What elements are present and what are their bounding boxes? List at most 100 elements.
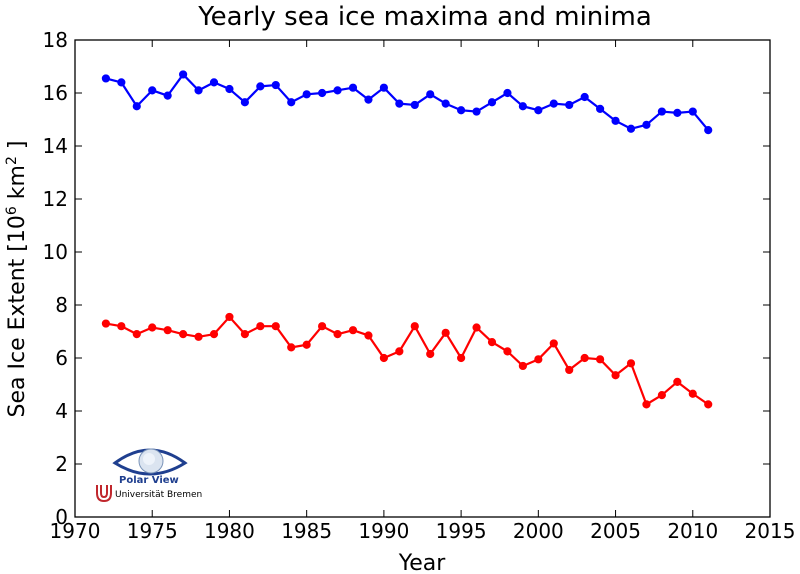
data-point xyxy=(132,102,141,111)
data-point xyxy=(333,86,342,95)
data-point xyxy=(472,323,481,332)
data-point xyxy=(117,322,126,331)
data-point xyxy=(101,74,110,83)
data-point xyxy=(549,99,558,108)
data-point xyxy=(302,90,311,99)
plot-frame xyxy=(74,39,771,518)
data-point xyxy=(596,104,605,114)
data-point xyxy=(688,107,697,116)
data-point xyxy=(580,92,589,102)
data-point xyxy=(194,332,203,341)
data-point xyxy=(487,98,497,107)
data-point xyxy=(240,330,249,339)
data-point xyxy=(549,339,558,348)
data-point xyxy=(318,88,327,98)
x-axis-label: Year xyxy=(398,551,447,574)
data-point xyxy=(426,349,435,359)
data-point xyxy=(673,377,682,386)
data-point xyxy=(534,355,543,364)
data-point xyxy=(194,86,203,95)
data-point xyxy=(225,312,234,322)
y-axis-label-main: Sea Ice Extent [10 xyxy=(5,215,30,417)
y-tick-label: 14 xyxy=(43,134,68,158)
data-point xyxy=(626,359,636,368)
data-point xyxy=(148,323,157,332)
data-point xyxy=(132,330,141,339)
y-tick-label: 4 xyxy=(55,399,68,423)
series-line xyxy=(105,315,709,406)
data-point xyxy=(318,322,327,331)
data-point xyxy=(395,347,404,356)
data-point xyxy=(271,80,280,90)
y-axis-label: Sea Ice Extent [106 km2 ] xyxy=(4,141,30,418)
y-tick-label: 12 xyxy=(43,187,68,211)
data-point xyxy=(364,331,373,340)
series-1 xyxy=(101,312,713,409)
x-tick-label: 1980 xyxy=(204,519,255,543)
data-point xyxy=(457,106,466,115)
data-point xyxy=(209,330,219,339)
data-point xyxy=(518,361,527,371)
data-point xyxy=(426,90,435,99)
y-tick-label: 10 xyxy=(43,240,68,264)
y-axis-label-end: ] xyxy=(5,141,30,157)
x-tick-label: 2005 xyxy=(590,519,641,543)
data-point xyxy=(287,343,296,352)
data-point xyxy=(487,338,497,347)
data-point xyxy=(379,83,388,92)
x-tick-label: 1990 xyxy=(358,519,409,543)
y-tick-label: 6 xyxy=(55,346,68,370)
data-point xyxy=(704,400,713,409)
data-point xyxy=(472,107,481,116)
y-tick-label: 8 xyxy=(55,293,68,317)
data-point xyxy=(348,83,358,92)
university-u-icon xyxy=(96,485,112,503)
data-point xyxy=(287,98,296,107)
data-point xyxy=(657,107,666,116)
x-tick-label: 2015 xyxy=(745,519,796,543)
data-point xyxy=(179,70,188,79)
chart-title: Yearly sea ice maxima and minima xyxy=(197,2,652,32)
data-point xyxy=(611,116,620,125)
x-tick-label: 2000 xyxy=(513,519,564,543)
data-point xyxy=(534,106,543,115)
data-point xyxy=(225,84,234,94)
data-point xyxy=(565,365,574,375)
data-point xyxy=(333,330,342,339)
data-point xyxy=(302,340,311,349)
eye-outline-icon xyxy=(112,448,188,476)
data-point xyxy=(503,347,512,356)
series-line xyxy=(105,73,710,131)
data-point xyxy=(179,330,188,339)
data-point xyxy=(580,353,589,363)
data-point xyxy=(518,102,527,111)
data-point xyxy=(271,322,280,331)
data-point xyxy=(596,355,605,364)
data-point xyxy=(503,88,512,98)
y-axis-label-exp2: 2 xyxy=(4,156,20,165)
data-point xyxy=(117,78,126,87)
data-point xyxy=(148,86,157,95)
series-0 xyxy=(101,70,713,135)
logo-subtitle: Universität Bremen xyxy=(115,490,202,500)
data-point xyxy=(256,322,265,331)
data-point xyxy=(395,99,404,108)
data-point xyxy=(364,95,373,104)
data-point xyxy=(642,400,651,409)
data-point xyxy=(209,78,219,87)
data-point xyxy=(457,353,466,363)
data-point xyxy=(626,124,636,133)
data-point xyxy=(410,322,419,331)
axis-ticks: 1970 1975 1980 1985 1990 1995 2000 2005 2010 2015… xyxy=(43,28,796,543)
x-tick-label: 1985 xyxy=(281,519,332,543)
data-point xyxy=(565,100,574,110)
y-axis-label-mid: km xyxy=(5,165,30,206)
plot-area: 1970 1975 1980 1985 1990 1995 2000 2005 2010 2015… xyxy=(43,28,796,543)
data-point xyxy=(642,120,651,129)
y-tick-label: 16 xyxy=(43,81,68,105)
data-point xyxy=(163,326,172,335)
data-point xyxy=(379,353,388,363)
data-point xyxy=(348,326,358,335)
logo-title: Polar View xyxy=(119,475,179,486)
